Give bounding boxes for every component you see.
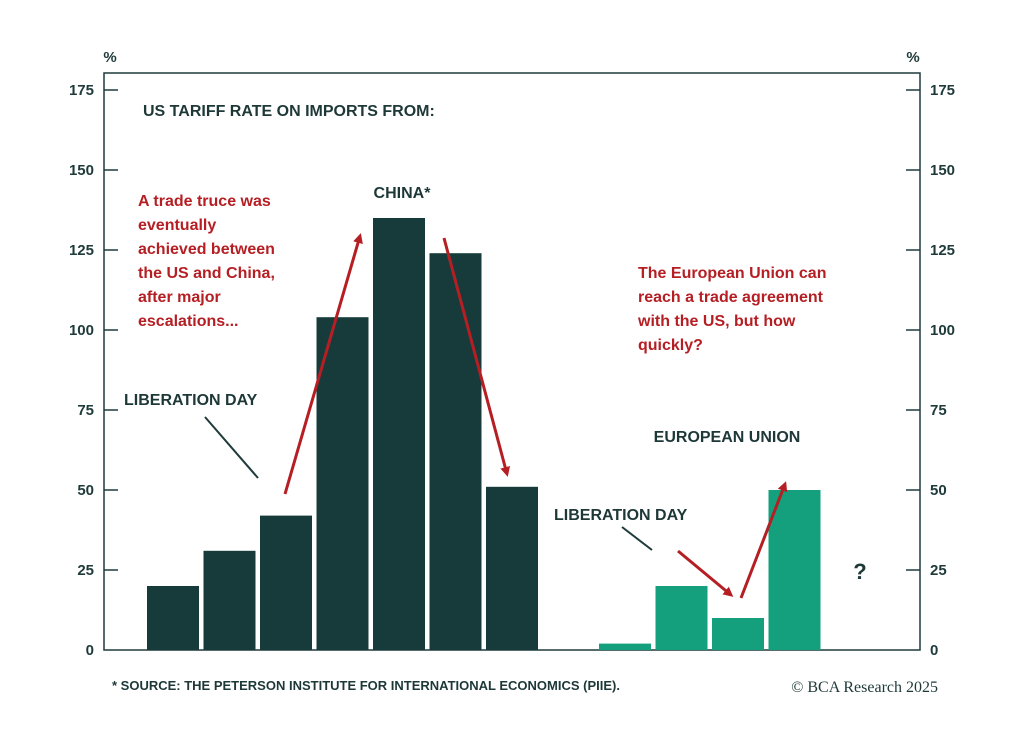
chart-title: US TARIFF RATE ON IMPORTS FROM: (143, 103, 435, 120)
y-tick-label-right: 75 (930, 402, 947, 419)
bar-china-7 (486, 486, 538, 650)
y-axis-left: 0 25 50 75 100 125 150 175 (69, 82, 118, 659)
y-tick-label-left: 100 (69, 322, 94, 339)
china-note-line-2: eventually (138, 217, 216, 234)
y-tick-label-right: 0 (930, 642, 938, 659)
series-label-eu: EUROPEAN UNION (654, 429, 801, 446)
eu-liberation-day-label: LIBERATION DAY (554, 507, 688, 524)
bar-eu-3 (712, 618, 764, 650)
y-tick-label-left: 75 (77, 402, 94, 419)
bar-eu-1 (599, 643, 651, 650)
question-mark: ? (853, 559, 866, 584)
y-axis-right: 0 25 50 75 100 125 150 175 (906, 82, 955, 659)
y-tick-label-left: 175 (69, 82, 94, 99)
bar-china-4 (316, 317, 369, 650)
y-tick-label-right: 100 (930, 322, 955, 339)
eu-note-line-4: quickly? (638, 337, 703, 354)
series-eu (599, 490, 821, 650)
y-tick-label-right: 25 (930, 562, 947, 579)
eu-note-line-3: with the US, but how (637, 313, 796, 330)
eu-note-line-2: reach a trade agreement (638, 289, 824, 306)
china-note-line-1: A trade truce was (138, 193, 271, 210)
y-tick-label-right: 125 (930, 242, 955, 259)
bar-eu-2 (655, 586, 708, 650)
eu-rise-arrow (739, 481, 788, 599)
y-unit-right: % (906, 49, 919, 66)
y-tick-label-right: 150 (930, 162, 955, 179)
china-escalation-arrow (283, 233, 363, 495)
y-tick-label-right: 175 (930, 82, 955, 99)
y-tick-label-left: 25 (77, 562, 94, 579)
series-label-china: CHINA* (374, 185, 432, 202)
china-note-line-3: achieved between (138, 241, 275, 258)
bar-china-2 (203, 550, 256, 650)
china-note-line-6: escalations... (138, 313, 239, 330)
eu-liberation-day-pointer (621, 526, 653, 551)
y-tick-label-left: 150 (69, 162, 94, 179)
y-tick-label-left: 0 (86, 642, 94, 659)
bar-china-6 (429, 253, 482, 650)
y-tick-label-right: 50 (930, 482, 947, 499)
brand-credit: © BCA Research 2025 (791, 679, 938, 696)
china-truce-arrow (442, 237, 511, 477)
eu-drop-arrow (677, 549, 734, 597)
y-tick-label-left: 50 (77, 482, 94, 499)
bar-eu-4 (768, 490, 821, 650)
y-tick-label-left: 125 (69, 242, 94, 259)
bar-china-3 (260, 515, 312, 650)
china-note-line-5: after major (138, 289, 221, 306)
source-note: * SOURCE: THE PETERSON INSTITUTE FOR INT… (112, 678, 620, 693)
china-liberation-day-pointer (204, 416, 259, 479)
china-note-line-4: the US and China, (138, 265, 275, 282)
eu-note-line-1: The European Union can (638, 265, 826, 282)
china-liberation-day-label: LIBERATION DAY (124, 392, 258, 409)
series-china (147, 218, 538, 650)
bar-china-1 (147, 586, 199, 650)
bar-china-5 (373, 218, 425, 650)
y-unit-left: % (103, 49, 116, 66)
